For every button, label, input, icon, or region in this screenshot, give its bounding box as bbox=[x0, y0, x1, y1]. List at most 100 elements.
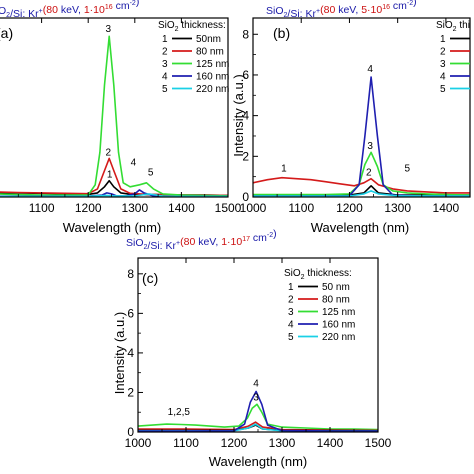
title-part: /Si: Kr bbox=[147, 240, 176, 252]
title-script: -2 bbox=[130, 0, 136, 7]
x-tick-label: 1100 bbox=[288, 201, 314, 215]
y-tick-label: 2 bbox=[242, 149, 249, 163]
plot-frame bbox=[252, 17, 471, 198]
plot-series-group bbox=[138, 390, 378, 432]
peak-annotation: 4 bbox=[367, 64, 373, 75]
title-part: 5·10 bbox=[361, 4, 382, 16]
title-part: /Si: Kr bbox=[287, 8, 316, 20]
plot-series-group bbox=[253, 76, 470, 197]
legend-entry-number: 1 bbox=[162, 34, 168, 45]
y-tick-label: 0 bbox=[242, 190, 249, 204]
legend-entry-number: 5 bbox=[162, 84, 168, 95]
title-part: 1·10 bbox=[84, 4, 105, 16]
y-axis-label: Intensity (a.u.) bbox=[231, 74, 246, 156]
title-part: cm bbox=[250, 232, 267, 244]
series-line-2 bbox=[0, 157, 228, 197]
legend-entry-number: 3 bbox=[162, 59, 168, 70]
y-tick-label: 4 bbox=[242, 109, 249, 123]
legend-entry-number: 5 bbox=[440, 84, 446, 95]
y-tick-label: 6 bbox=[127, 306, 134, 320]
title-part: (80 bbox=[180, 236, 195, 248]
panel-title: O2/Si: Kr+(80 keV, 1·1016 cm-2) bbox=[0, 0, 139, 20]
legend-entry-number: 2 bbox=[162, 47, 168, 58]
peak-annotation: 3 bbox=[105, 24, 111, 35]
x-tick-label: 1200 bbox=[336, 201, 363, 215]
title-script: + bbox=[316, 8, 320, 15]
legend-entry-number: 3 bbox=[288, 307, 294, 318]
x-axis-label: Wavelength (nm) bbox=[311, 220, 410, 235]
x-tick-label: 1500 bbox=[215, 201, 242, 215]
legend-entry-label: 80 nm bbox=[196, 47, 224, 58]
x-tick-label: 1100 bbox=[173, 436, 199, 450]
peak-annotation: 3 bbox=[367, 141, 373, 152]
legend-entry-label: 50nm bbox=[196, 34, 221, 45]
peak-annotation: 5 bbox=[405, 164, 411, 175]
legend-entry-number: 4 bbox=[288, 320, 294, 331]
legend-title: SiO2 thi bbox=[436, 20, 470, 33]
x-tick-label: 1200 bbox=[75, 201, 102, 215]
peak-annotation: 4 bbox=[253, 379, 259, 390]
title-script: 17 bbox=[242, 236, 250, 243]
panel-label: (c) bbox=[142, 270, 158, 286]
legend-title: SiO2 thickness: bbox=[284, 268, 352, 281]
legend-entry-number: 4 bbox=[162, 72, 168, 83]
title-script: 16 bbox=[382, 4, 390, 11]
title-script: 2 bbox=[144, 244, 148, 251]
title-part: cm bbox=[390, 0, 407, 12]
x-tick-label: 1400 bbox=[168, 201, 195, 215]
y-tick-label: 2 bbox=[127, 385, 134, 399]
title-part: ) bbox=[413, 0, 417, 8]
legend-entry-label: 160 nm bbox=[322, 320, 355, 331]
series-line-1 bbox=[138, 403, 378, 431]
x-tick-label: 1000 bbox=[125, 436, 152, 450]
plot-series-group bbox=[0, 35, 228, 197]
legend-entry-number: 1 bbox=[440, 34, 446, 45]
x-tick-label: 1300 bbox=[121, 201, 148, 215]
peak-annotation: 2 bbox=[105, 147, 111, 158]
title-part: (80 bbox=[320, 4, 335, 16]
peak-annotation: 2 bbox=[366, 168, 372, 179]
panel-label: (b) bbox=[273, 25, 290, 41]
title-part: cm bbox=[113, 0, 130, 12]
y-tick-label: 6 bbox=[242, 68, 249, 82]
title-part: keV, bbox=[58, 4, 84, 16]
title-script: -2 bbox=[267, 232, 273, 239]
legend-entry-number: 3 bbox=[440, 59, 446, 70]
title-script: 2 bbox=[6, 12, 10, 19]
peak-annotation: 4 bbox=[131, 157, 137, 168]
panel-title: SiO2/Si: Kr+(80 keV, 1·1017 cm-2) bbox=[126, 228, 277, 252]
series-line-5 bbox=[253, 190, 470, 197]
y-axis-label: Intensity (a.u.) bbox=[112, 312, 127, 394]
peak-annotation: 1,2,5 bbox=[168, 407, 191, 418]
legend-entry-number: 1 bbox=[288, 282, 294, 293]
x-tick-label: 1300 bbox=[269, 436, 296, 450]
panel-c: 1000 1100 1200 1300 1400 1500 0 2 4 6 8 Wavelength … bbox=[112, 228, 392, 469]
x-tick-label: 1300 bbox=[384, 201, 411, 215]
title-script: -2 bbox=[407, 0, 413, 7]
series-line-3 bbox=[253, 151, 470, 196]
peak-annotation: 3 bbox=[253, 392, 259, 403]
x-tick-label: 1400 bbox=[433, 201, 460, 215]
legend-entry-label: 125 nm bbox=[196, 59, 229, 70]
title-script: 2 bbox=[284, 12, 288, 19]
series-line-3 bbox=[0, 35, 228, 197]
legend-entry-number: 5 bbox=[288, 332, 294, 343]
panel-label: (a) bbox=[0, 25, 13, 41]
title-script: + bbox=[39, 8, 43, 15]
peak-annotation: 1 bbox=[107, 170, 113, 181]
panel-b: 1000 1100 1200 1300 1400 0 2 4 6 8 Wavelength (nm)… bbox=[231, 0, 471, 235]
x-tick-label: 1000 bbox=[240, 201, 267, 215]
y-tick-label: 0 bbox=[127, 425, 134, 439]
legend-entry-number: 2 bbox=[440, 47, 446, 58]
x-axis-label: Wavelength (nm) bbox=[63, 220, 162, 235]
series-line-1 bbox=[253, 176, 470, 194]
peak-annotation: 5 bbox=[148, 168, 154, 179]
legend-entry-number: 4 bbox=[440, 72, 446, 83]
legend: SiO2 thickness:1 50 nm 2 80 nm 3 125 nm 4 160 n… bbox=[284, 268, 355, 343]
title-part: 1·10 bbox=[221, 236, 242, 248]
title-part: ) bbox=[136, 0, 140, 8]
legend-title: SiO2 thickness: bbox=[158, 20, 226, 33]
x-tick-label: 1200 bbox=[221, 436, 248, 450]
legend-entry-label: 80 nm bbox=[322, 295, 350, 306]
